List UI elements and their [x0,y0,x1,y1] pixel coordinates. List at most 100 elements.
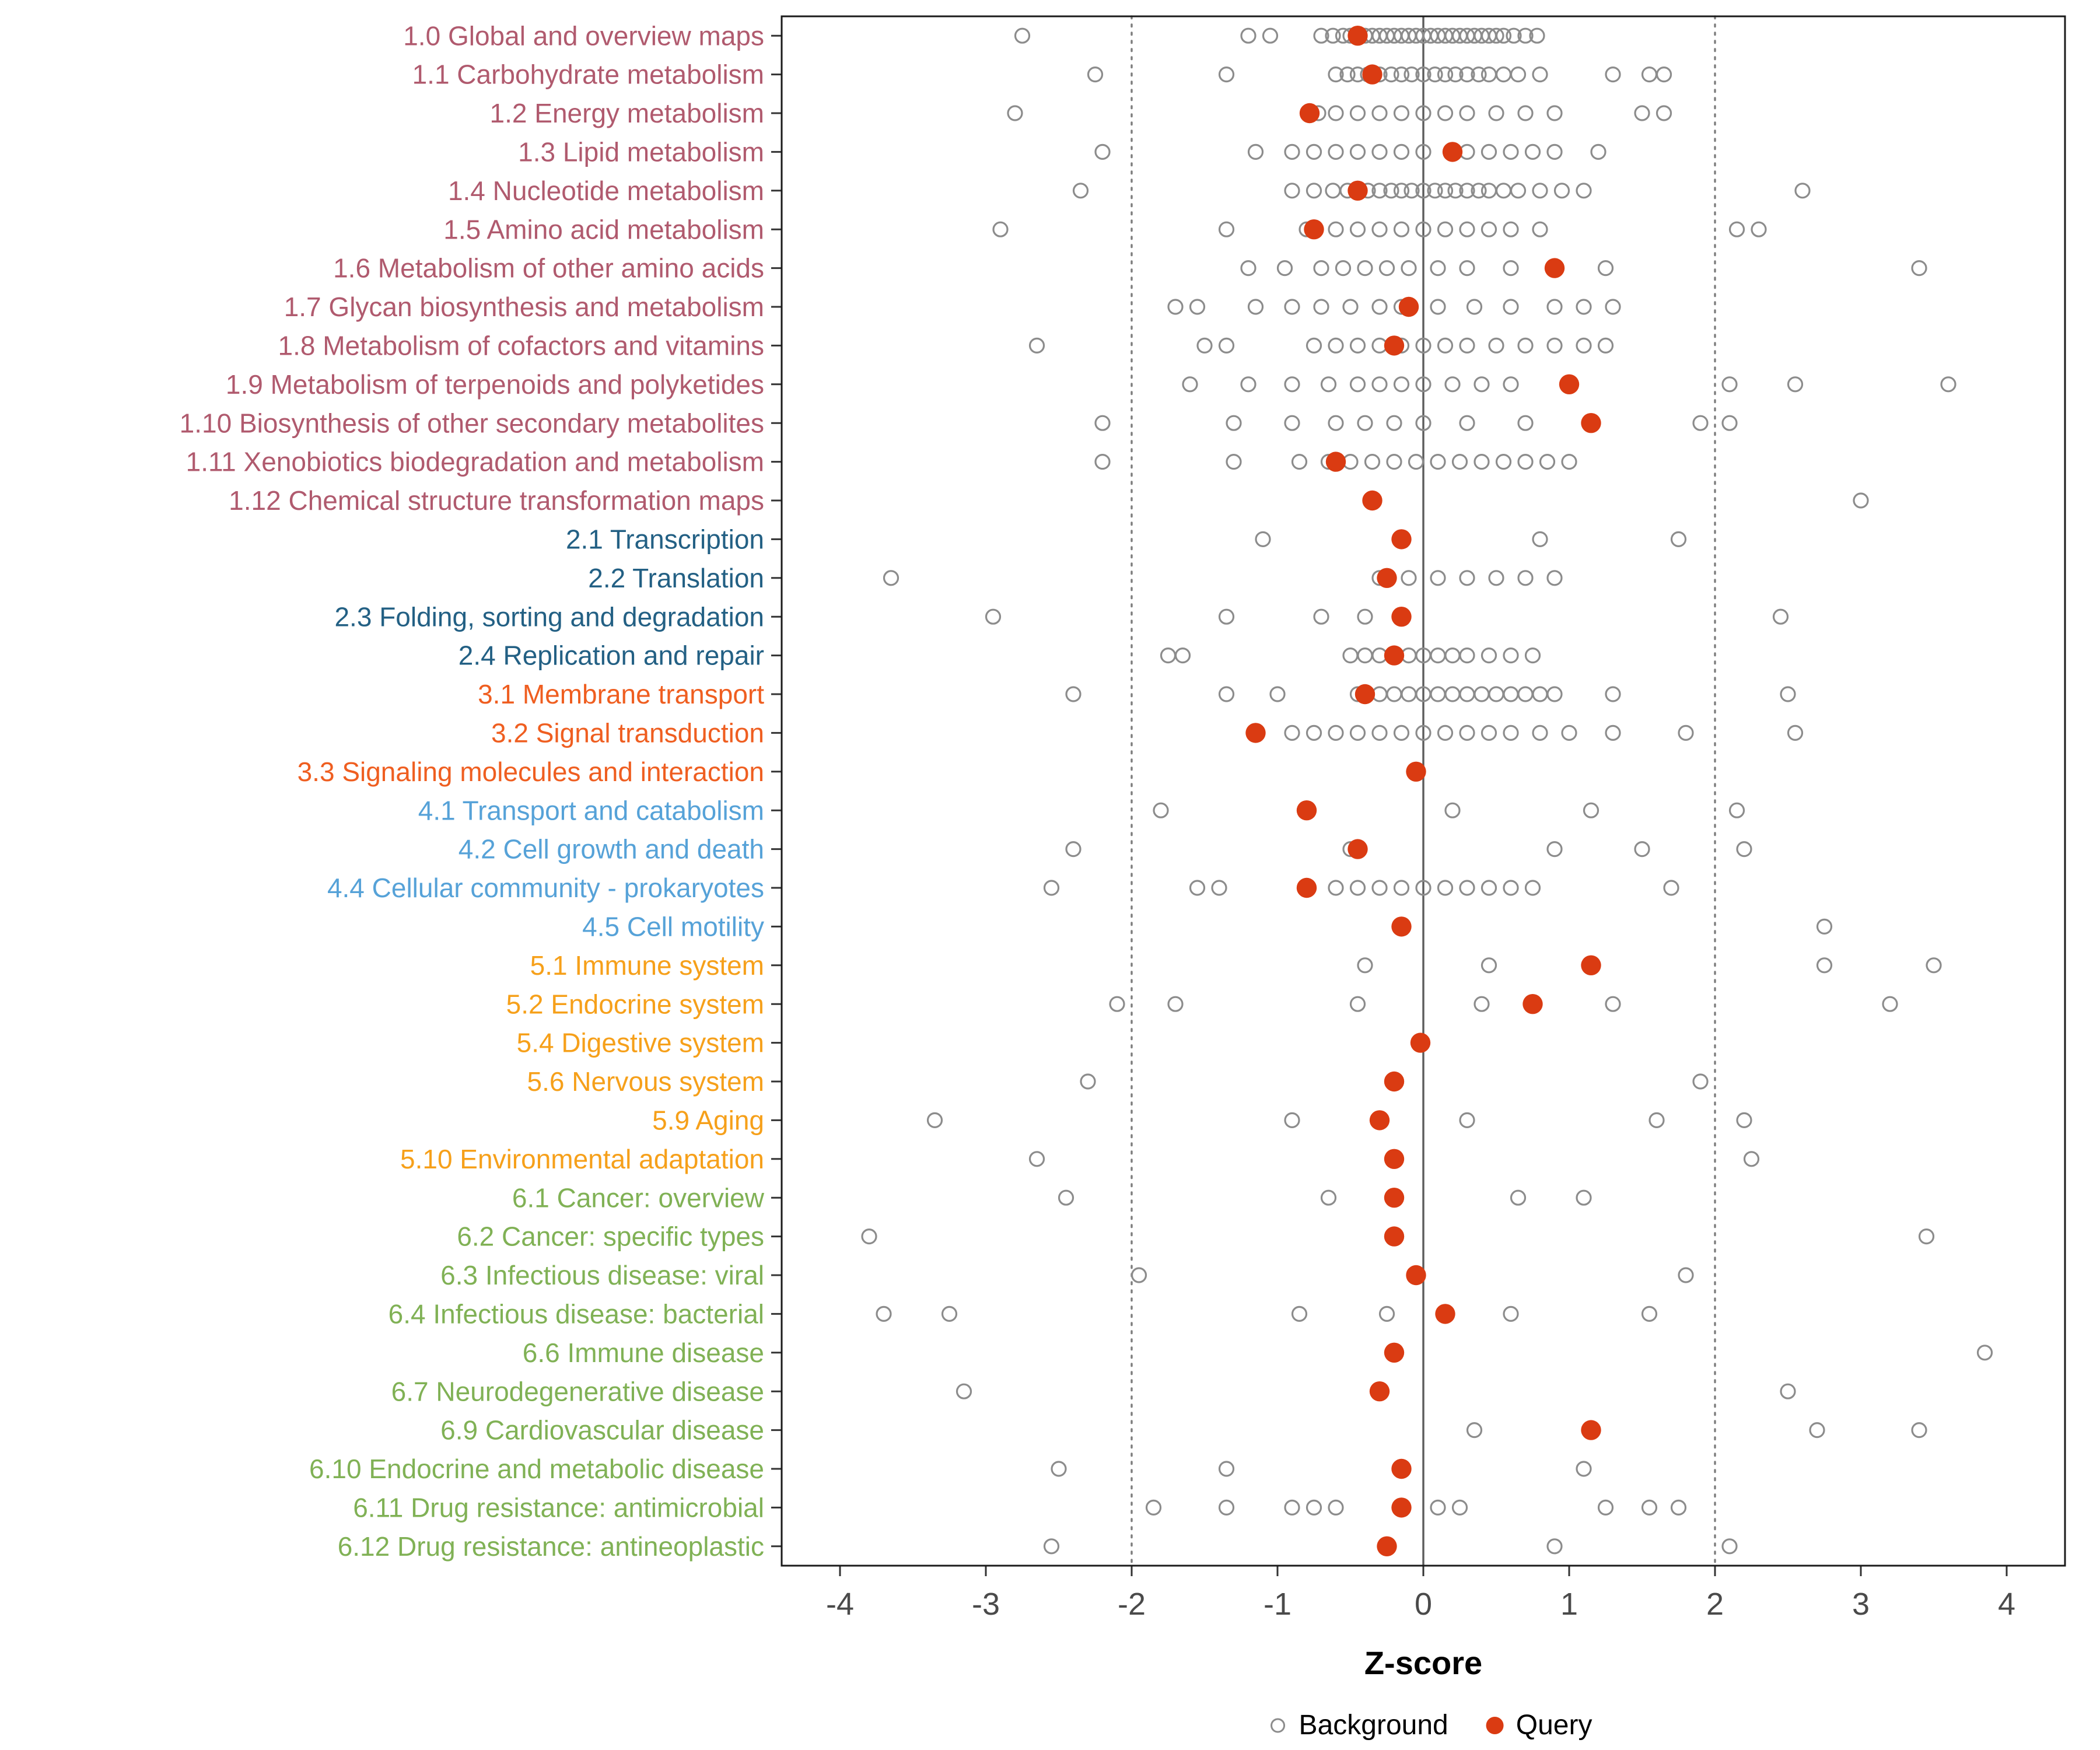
background-point [1926,957,1942,974]
background-point [1605,996,1621,1012]
background-point [1532,686,1548,702]
background-point [1401,686,1417,702]
background-point [1325,183,1341,199]
y-axis-label: 6.10 Endocrine and metabolic disease [309,1454,764,1484]
background-point [1510,66,1527,83]
background-point [1189,880,1206,896]
background-point [1692,415,1709,431]
x-tick-label: 3 [1852,1587,1870,1622]
background-point [1605,724,1621,741]
y-axis-label: 1.7 Glycan biosynthesis and metabolism [284,292,764,322]
background-point [1028,1151,1045,1167]
background-point [1430,1499,1446,1516]
background-point [1349,376,1366,393]
background-point [1342,647,1359,664]
background-point [1284,144,1300,160]
query-point [1435,1304,1455,1324]
x-tick-label: 1 [1560,1587,1578,1622]
background-point [1378,260,1395,276]
background-point [1656,66,1672,83]
background-point [1510,1189,1527,1206]
background-point [1451,453,1468,470]
background-point [1043,1538,1060,1555]
background-point [1517,415,1534,431]
background-point [1306,337,1322,354]
background-point [1597,260,1614,276]
y-axis-label: 1.10 Biosynthesis of other secondary met… [180,408,764,438]
background-point [1342,299,1359,315]
background-point [1736,841,1752,858]
background-point [1721,415,1738,431]
background-point [1780,1383,1796,1399]
background-point [1349,880,1366,896]
query-point [1299,103,1320,124]
background-point [1218,1499,1235,1516]
background-point [1058,1189,1074,1206]
background-point [1641,1499,1658,1516]
background-point [1459,880,1475,896]
background-point [1415,880,1432,896]
y-axis-label: 1.5 Amino acid metabolism [443,214,764,244]
background-point [1357,415,1373,431]
y-axis-label: 3.1 Membrane transport [478,679,764,709]
background-point [1430,647,1446,664]
background-point [1503,647,1519,664]
background-point [1503,299,1519,315]
background-point [1495,183,1512,199]
background-point [1459,183,1475,199]
background-point [1480,957,1497,974]
background-point [1335,260,1352,276]
background-point [1130,1267,1147,1283]
background-point [1576,299,1592,315]
background-point [1408,453,1424,470]
query-point [1348,180,1368,201]
background-point [1561,724,1577,741]
background-point [1488,686,1504,702]
background-point [1546,105,1563,121]
background-point [1328,105,1344,121]
background-point [1404,66,1420,83]
query-point-swatch-icon [1486,1716,1504,1734]
background-point [1182,376,1198,393]
background-point [1546,686,1563,702]
background-point [1517,453,1534,470]
background-point [1437,337,1454,354]
background-point [1393,66,1410,83]
background-point [1383,183,1399,199]
background-point [1495,66,1512,83]
query-point [1354,684,1376,705]
background-point [1226,453,1242,470]
background-point [1109,996,1125,1012]
background-point [1532,183,1548,199]
background-point [1816,918,1833,935]
y-axis-label: 1.4 Nucleotide metabolism [448,176,764,206]
background-point [1430,686,1446,702]
query-point [1410,1032,1431,1053]
y-axis-label: 6.12 Drug resistance: antineoplastic [338,1531,764,1562]
background-point [1459,724,1475,741]
background-point [1325,27,1341,44]
background-point [1816,957,1833,974]
background-point [1349,221,1366,237]
background-point [1320,1189,1337,1206]
background-point [985,608,1002,625]
legend-item-query: Query [1483,1709,1592,1741]
background-point [1451,1499,1468,1516]
background-point [1284,415,1300,431]
query-point [1369,1381,1390,1402]
background-point [1670,1499,1687,1516]
background-point [1196,337,1213,354]
query-point [1544,258,1565,278]
x-tick-label: -2 [1118,1587,1146,1622]
background-point [1306,144,1322,160]
background-point [1529,27,1545,44]
background-point [1459,105,1475,121]
y-axis-label: 1.9 Metabolism of terpenoids and polyket… [226,369,764,400]
background-point [1415,415,1432,431]
y-axis-label: 5.4 Digestive system [517,1028,764,1058]
background-point [1911,1422,1927,1438]
background-point [1503,686,1519,702]
y-axis-label: 3.2 Signal transduction [491,718,764,748]
query-point [1348,26,1368,46]
y-axis-label: 6.11 Drug resistance: antimicrobial [353,1493,764,1523]
